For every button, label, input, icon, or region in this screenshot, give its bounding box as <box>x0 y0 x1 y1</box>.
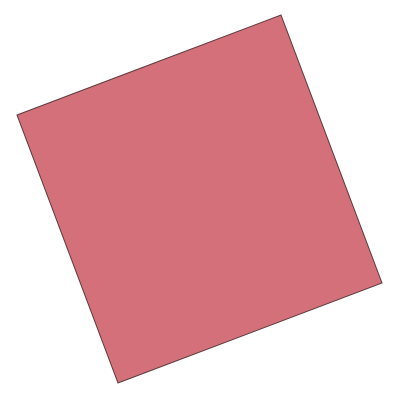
rotated-square-shape <box>16 14 383 384</box>
